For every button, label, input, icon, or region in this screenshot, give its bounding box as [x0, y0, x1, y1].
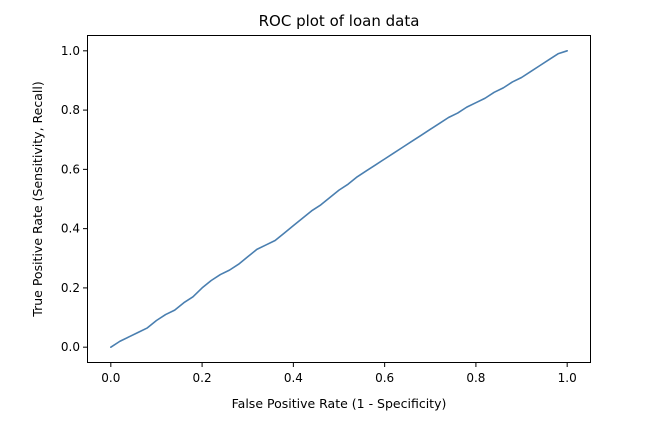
chart-title: ROC plot of loan data — [259, 12, 420, 30]
x-tick-label: 1.0 — [558, 371, 577, 385]
y-tick-label: 0.2 — [61, 281, 80, 295]
y-tick-label: 0.6 — [61, 162, 80, 176]
y-tick-label: 0.0 — [61, 340, 80, 354]
plot-frame — [87, 35, 591, 363]
y-axis: 0.0 0.2 0.4 0.6 0.8 1.0 — [61, 44, 88, 354]
x-axis-label: False Positive Rate (1 - Specificity) — [232, 396, 447, 411]
x-axis: 0.0 0.2 0.4 0.6 0.8 1.0 — [101, 362, 577, 385]
x-tick-label: 0.6 — [375, 371, 394, 385]
y-tick-label: 0.4 — [61, 222, 80, 236]
roc-curve — [110, 50, 568, 348]
y-axis-label: True Positive Rate (Sensitivity, Recall) — [30, 81, 45, 317]
x-tick-label: 0.8 — [466, 371, 485, 385]
x-tick-label: 0.0 — [101, 371, 120, 385]
y-tick-label: 0.8 — [61, 103, 80, 117]
x-tick-label: 0.2 — [193, 371, 212, 385]
x-tick-label: 0.4 — [284, 371, 303, 385]
y-tick-label: 1.0 — [61, 44, 80, 58]
series-layer — [110, 50, 568, 348]
plot-area — [87, 35, 591, 363]
